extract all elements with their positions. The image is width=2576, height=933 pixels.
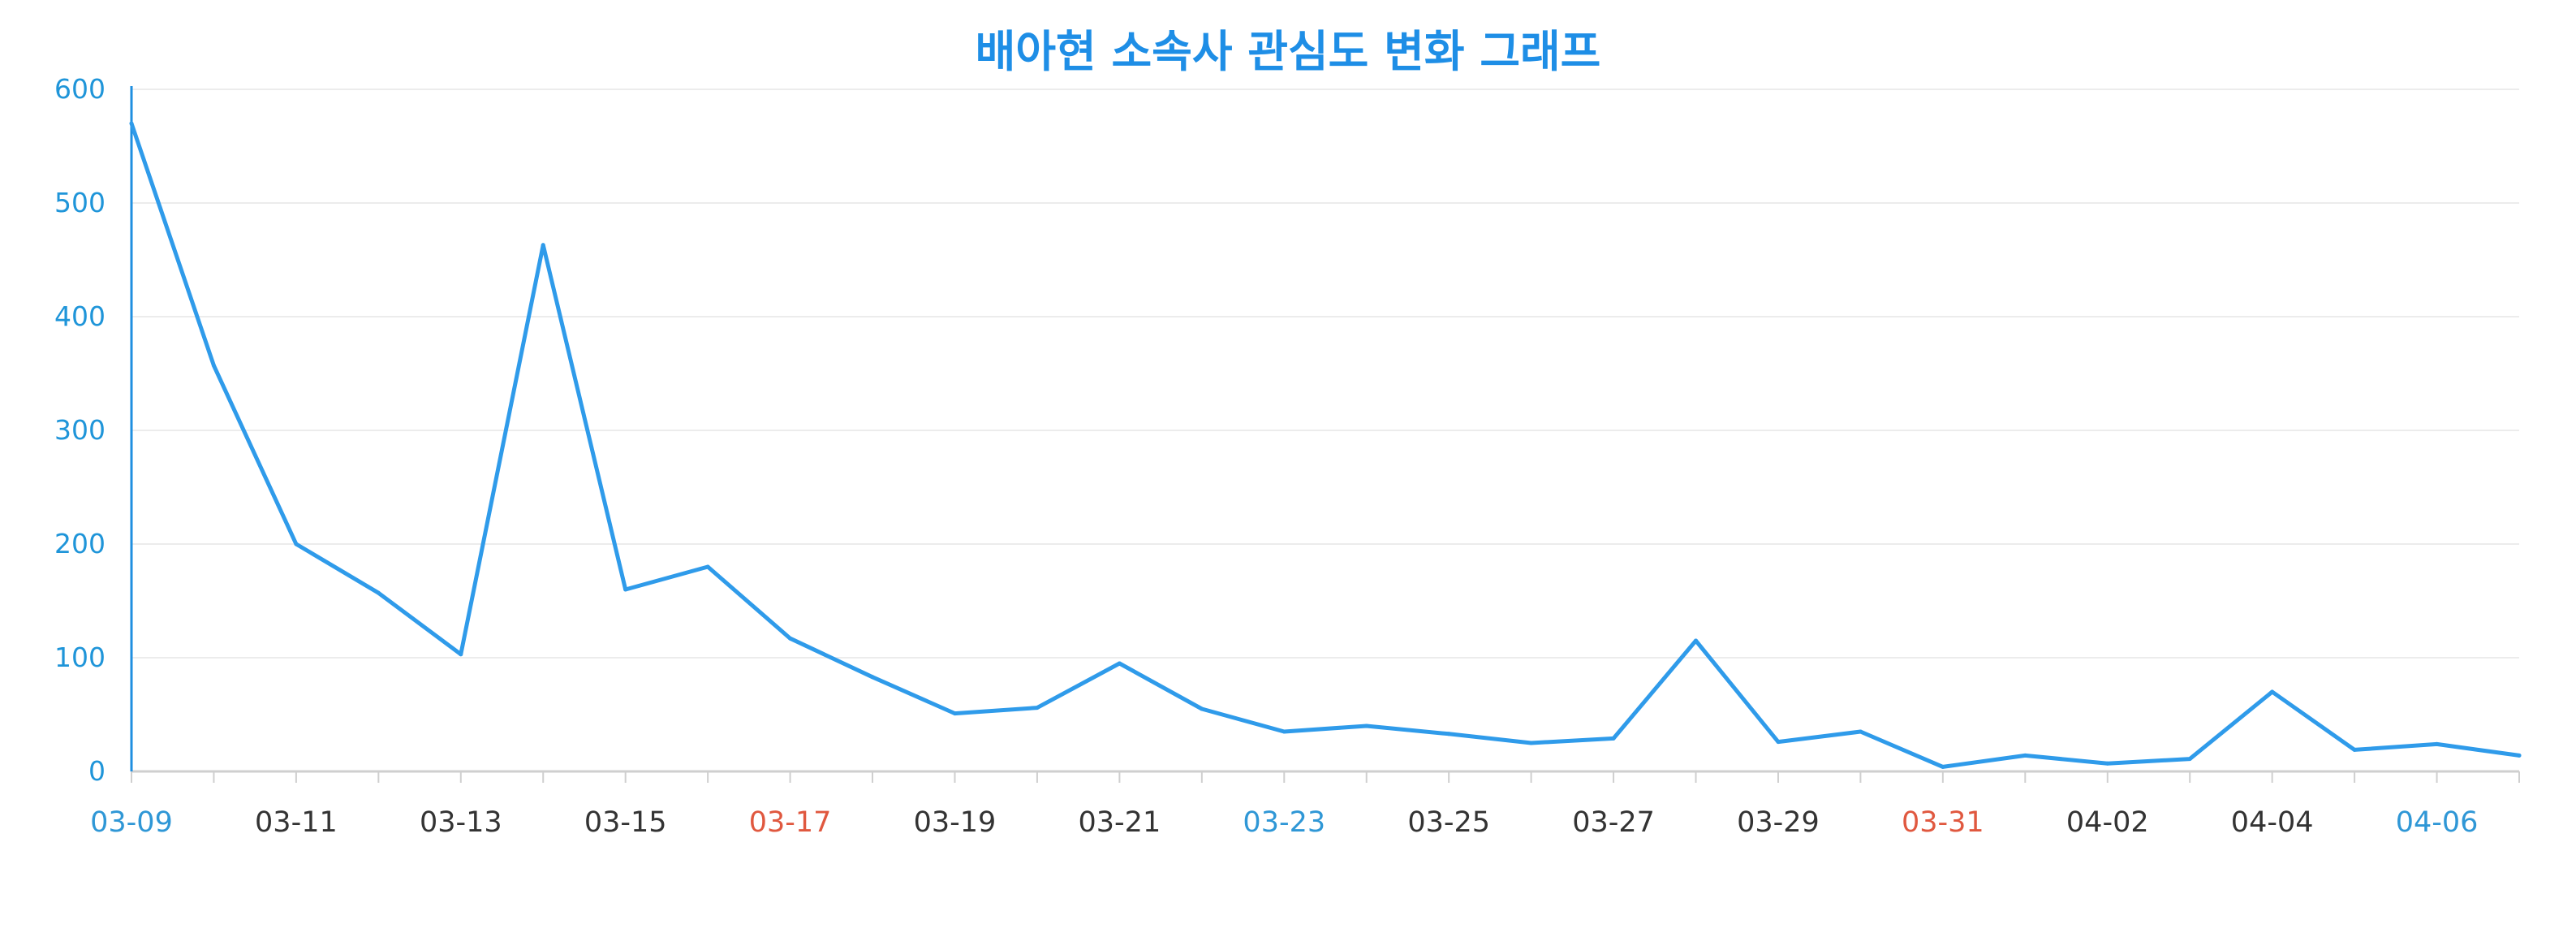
y-tick-label: 400 [54, 300, 106, 332]
x-tick-label: 03-13 [420, 806, 502, 839]
data-point [1200, 706, 1204, 711]
data-point [705, 564, 710, 569]
data-point [1035, 706, 1040, 711]
data-point [1694, 638, 1699, 643]
x-tick-label: 03-31 [1902, 806, 1984, 839]
data-point [870, 675, 875, 680]
data-point [2187, 757, 2192, 762]
x-tick-label: 04-06 [2396, 806, 2479, 839]
data-point [2105, 761, 2110, 766]
x-tick-label: 03-15 [584, 806, 667, 839]
data-point [2517, 753, 2522, 758]
data-point [1117, 661, 1122, 666]
data-point [129, 121, 134, 126]
y-tick-label: 0 [88, 755, 106, 787]
data-point [1529, 741, 1534, 745]
data-point [952, 711, 957, 716]
data-point [294, 542, 299, 546]
data-point [211, 363, 216, 368]
chart-title: 배아현 소속사 관심도 변화 그래프 [975, 26, 1601, 77]
y-tick-label: 100 [54, 641, 106, 673]
x-tick-label: 04-02 [2066, 806, 2149, 839]
x-tick-label: 03-23 [1243, 806, 1325, 839]
y-tick-label: 200 [54, 528, 106, 559]
data-point [2022, 753, 2027, 758]
data-point [1941, 764, 1945, 769]
data-point [623, 587, 628, 592]
y-tick-label: 500 [54, 187, 106, 218]
x-tick-label: 03-25 [1407, 806, 1490, 839]
data-point [1446, 732, 1451, 736]
data-point [1776, 740, 1781, 745]
data-point [459, 652, 463, 657]
x-tick-label: 03-11 [255, 806, 338, 839]
data-point [788, 636, 793, 641]
x-tick-label: 04-04 [2231, 806, 2314, 839]
data-point [2435, 741, 2440, 746]
data-point [2352, 747, 2357, 752]
x-tick-label: 03-19 [914, 806, 997, 839]
data-point [2270, 689, 2275, 694]
data-point [541, 243, 545, 248]
data-point [376, 590, 381, 595]
x-tick-label: 03-17 [749, 806, 832, 839]
x-tick-label: 03-29 [1737, 806, 1820, 839]
y-tick-label: 300 [54, 414, 106, 446]
data-point [1364, 724, 1369, 728]
y-tick-label: 600 [54, 73, 106, 105]
data-point [1611, 736, 1616, 741]
x-tick-label: 03-21 [1079, 806, 1161, 839]
series-line [129, 121, 2522, 769]
x-tick-label: 03-09 [90, 806, 173, 839]
data-point [1858, 729, 1863, 734]
data-point [1282, 729, 1286, 734]
x-tick-label: 03-27 [1572, 806, 1655, 839]
